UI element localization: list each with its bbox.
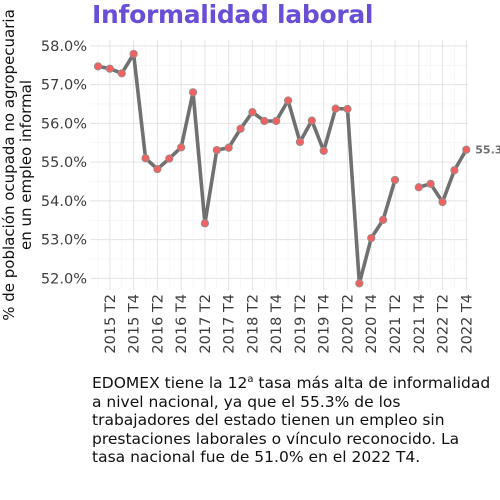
y-axis-label: % de población ocupada no agropecuaria en…	[0, 9, 35, 321]
caption-part-1: EDOMEX tiene la 12	[92, 374, 248, 392]
x-tick-label: 2020 T2	[340, 294, 356, 354]
data-point	[105, 64, 114, 73]
data-point	[260, 116, 269, 126]
x-tick-label: 2018 T2	[245, 294, 261, 354]
y-tick-label: 53.0%	[41, 233, 87, 249]
series-points	[93, 49, 471, 288]
data-point	[307, 116, 316, 125]
x-tick-label: 2017 T2	[198, 294, 214, 354]
data-point	[331, 104, 340, 113]
data-point	[367, 233, 376, 243]
series-line-segment	[96, 52, 397, 286]
caption-text: EDOMEX tiene la 12a tasa más alta de inf…	[92, 374, 492, 467]
data-point	[117, 69, 126, 78]
x-tick-label: 2019 T2	[293, 294, 309, 354]
x-tick-label: 2020 T4	[364, 294, 380, 354]
data-point	[129, 49, 138, 59]
x-tick-label: 2021 T2	[388, 294, 404, 354]
end-value-label: 55.3%	[475, 144, 500, 157]
data-point	[319, 146, 328, 155]
x-tick-label: 2015 T4	[127, 294, 143, 354]
data-point	[438, 197, 447, 207]
caption-superscript: a	[247, 373, 254, 385]
x-tick-label: 2019 T4	[317, 294, 333, 354]
y-tick-label: 57.0%	[41, 78, 87, 94]
x-tick-label: 2016 T4	[174, 294, 190, 354]
data-point	[426, 179, 435, 188]
data-point	[390, 175, 400, 185]
data-point	[283, 96, 293, 105]
x-tick-label: 2015 T2	[103, 294, 119, 354]
data-point	[200, 219, 210, 228]
data-point	[141, 154, 150, 163]
y-axis-label-line-1: % de población ocupada no agropecuaria	[0, 9, 18, 321]
chart-title: Informalidad laboral	[92, 0, 374, 29]
series-line	[96, 52, 469, 286]
data-point	[93, 62, 103, 71]
y-axis-ticks: 52.0% 53.0% 54.0% 55.0% 56.0% 57.0% 58.0%	[41, 39, 87, 288]
data-point	[414, 183, 423, 192]
y-tick-label: 55.0%	[41, 155, 87, 171]
data-point	[379, 215, 388, 224]
data-point	[188, 88, 198, 97]
x-tick-label: 2022 T2	[436, 294, 452, 354]
x-tick-label: 2016 T2	[150, 294, 166, 354]
x-tick-label: 2021 T4	[412, 294, 428, 354]
data-point	[272, 116, 281, 126]
data-point	[295, 137, 305, 147]
data-point	[177, 143, 186, 152]
data-point	[355, 279, 364, 288]
y-tick-label: 52.0%	[41, 271, 87, 287]
x-tick-label: 2022 T4	[459, 294, 475, 354]
data-point	[212, 145, 221, 155]
x-tick-label: 2017 T4	[222, 294, 238, 354]
data-point	[462, 145, 471, 154]
data-point	[165, 154, 174, 163]
data-point	[450, 166, 459, 175]
grid-lines	[90, 40, 468, 290]
data-point	[224, 143, 233, 152]
y-tick-label: 58.0%	[41, 39, 87, 55]
data-point	[236, 124, 245, 133]
data-point	[153, 164, 162, 174]
y-tick-label: 56.0%	[41, 116, 87, 132]
data-point	[248, 107, 257, 117]
x-axis-ticks: 2015 T2 2015 T4 2016 T2 2016 T4 2017 T2 2017 …	[103, 294, 475, 354]
x-tick-label: 2018 T4	[269, 294, 285, 354]
annotations: 55.3%	[475, 144, 500, 157]
data-point	[343, 104, 352, 114]
y-axis-label-line-2: en un empleo informal	[17, 80, 35, 250]
y-tick-label: 54.0%	[41, 194, 87, 210]
caption-part-2: tasa más alta de informalidad a nivel na…	[92, 374, 491, 467]
